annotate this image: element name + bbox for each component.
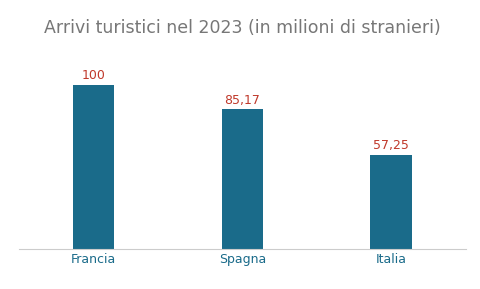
Text: 100: 100 [82,69,106,82]
Bar [222,109,263,249]
Text: 57,25: 57,25 [373,139,409,152]
Title: Arrivi turistici nel 2023 (in milioni di stranieri): Arrivi turistici nel 2023 (in milioni di… [44,18,441,37]
Text: 85,17: 85,17 [225,94,260,107]
Bar [371,155,412,249]
Bar [73,85,114,249]
